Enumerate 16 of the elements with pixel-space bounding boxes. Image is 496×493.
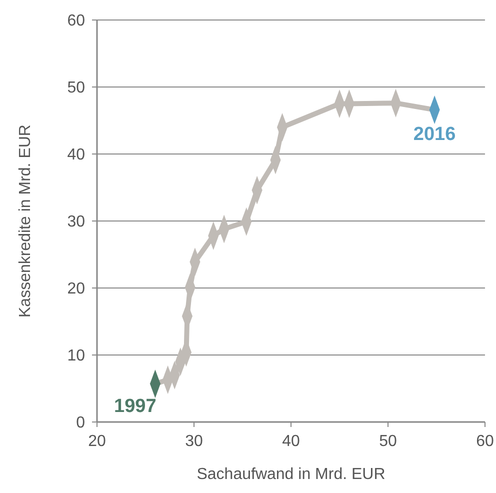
y-tick-label: 30 [67,214,86,231]
y-tick-label: 0 [76,414,86,432]
y-tick-label: 10 [67,348,86,365]
y-tick-label: 50 [67,80,86,97]
y-tick-label: 60 [67,12,86,30]
x-axis-title: Sachaufwand in Mrd. EUR [196,466,386,483]
x-tick-label: 20 [88,433,106,450]
y-tick-label: 20 [67,280,86,298]
x-tick-label: 30 [185,433,203,450]
x-tick-label: 60 [476,433,494,450]
y-axis-title: Kassenkredite in Mrd. EUR [17,124,34,318]
x-tick-label: 40 [282,433,300,450]
x-tick-label: 50 [379,433,397,450]
y-tick-label: 40 [67,146,86,164]
annotation: 2016 [413,124,456,145]
annotation: 1997 [114,396,156,417]
